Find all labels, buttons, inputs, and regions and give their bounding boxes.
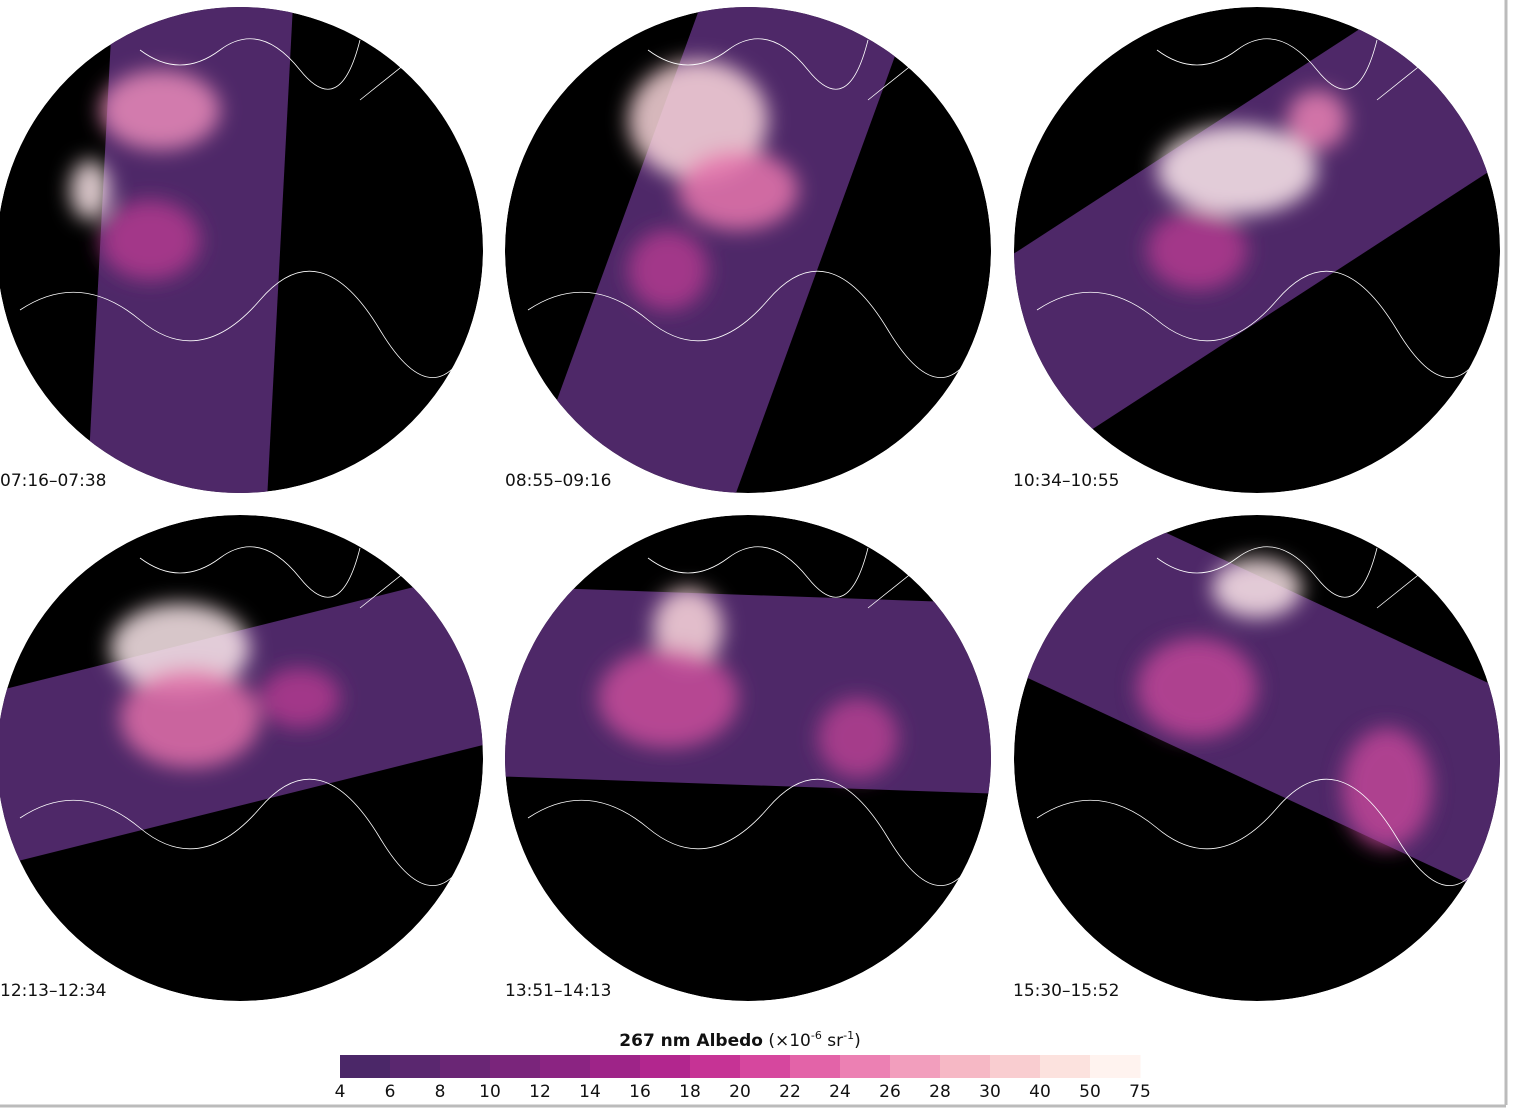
albedo-highlights [628, 60, 798, 310]
colorbar-tick-label: 22 [779, 1082, 801, 1102]
albedo-blob [818, 698, 898, 778]
albedo-blob [628, 230, 708, 310]
colorbar-tick-label: 24 [829, 1082, 851, 1102]
albedo-blob [70, 160, 110, 220]
albedo-blob [1212, 558, 1302, 618]
unit-exp: -6 [811, 1029, 822, 1042]
albedo-blob [260, 668, 340, 728]
time-label: 13:51–14:13 [505, 981, 611, 1001]
unit-exp: -1 [843, 1029, 854, 1042]
colorbar-segment [940, 1055, 991, 1078]
colorbar-segment [890, 1055, 941, 1078]
colorbar-tick-label: 30 [979, 1082, 1001, 1102]
colorbar-segment [740, 1055, 791, 1078]
colorbar-segment [590, 1055, 641, 1078]
colorbar-segment [1090, 1055, 1141, 1078]
colorbar-tick-label: 8 [435, 1082, 446, 1102]
albedo-blob [598, 648, 738, 748]
colorbar-segment [790, 1055, 841, 1078]
colorbar-title: 267 nm Albedo (×10-6 sr-1) [619, 1029, 860, 1051]
colorbar-tick-label: 6 [385, 1082, 396, 1102]
colorbar-segment [490, 1055, 541, 1078]
colorbar-tick-label: 12 [529, 1082, 551, 1102]
time-label: 10:34–10:55 [1013, 471, 1119, 491]
unit: sr [822, 1031, 843, 1051]
unit: ) [854, 1031, 861, 1051]
albedo-highlights [1137, 558, 1432, 848]
time-label: 12:13–12:34 [0, 981, 106, 1001]
colorbar-segment [390, 1055, 441, 1078]
map-panel [0, 515, 483, 1001]
colorbar-tick-label: 16 [629, 1082, 651, 1102]
colorbar-segment [990, 1055, 1041, 1078]
map-panel [505, 515, 991, 1001]
albedo-blob [1157, 125, 1317, 215]
colorbar-tick-label: 18 [679, 1082, 701, 1102]
albedo-highlights [70, 70, 220, 280]
colorbar-tick-label: 75 [1129, 1082, 1151, 1102]
time-label: 08:55–09:16 [505, 471, 611, 491]
colorbar-segment [340, 1055, 391, 1078]
colorbar-segment [690, 1055, 741, 1078]
albedo-highlights [1147, 90, 1347, 290]
colorbar-tick-label: 20 [729, 1082, 751, 1102]
albedo-blob [1287, 90, 1347, 150]
albedo-blob [110, 603, 250, 693]
albedo-blob [1137, 638, 1257, 738]
albedo-blob [678, 150, 798, 230]
colorbar-tick-label: 28 [929, 1082, 951, 1102]
colorbar-tick-label: 10 [479, 1082, 501, 1102]
colorbar-tick-label: 14 [579, 1082, 601, 1102]
albedo-blob [1342, 728, 1432, 848]
colorbar-tick-label: 26 [879, 1082, 901, 1102]
time-label: 07:16–07:38 [0, 471, 106, 491]
map-panel [0, 7, 483, 493]
colorbar-segment [640, 1055, 691, 1078]
colorbar-title-main: 267 nm Albedo [619, 1031, 763, 1051]
colorbar-segment [1040, 1055, 1091, 1078]
albedo-highlights [110, 603, 340, 768]
colorbar-segment [540, 1055, 591, 1078]
colorbar-segment [440, 1055, 491, 1078]
albedo-blob [120, 668, 260, 768]
albedo-blob [100, 70, 220, 150]
time-label: 15:30–15:52 [1013, 981, 1119, 1001]
swath [505, 581, 991, 799]
colorbar-segment [840, 1055, 891, 1078]
albedo-blob [628, 60, 768, 180]
colorbar-tick-label: 4 [335, 1082, 346, 1102]
albedo-highlights [598, 588, 898, 778]
albedo-blob [100, 200, 200, 280]
albedo-blob [1147, 210, 1247, 290]
colorbar-tick-label: 40 [1029, 1082, 1051, 1102]
albedo-blob [653, 588, 723, 668]
colorbar-tick-label: 50 [1079, 1082, 1101, 1102]
unit: (×10 [768, 1031, 811, 1051]
